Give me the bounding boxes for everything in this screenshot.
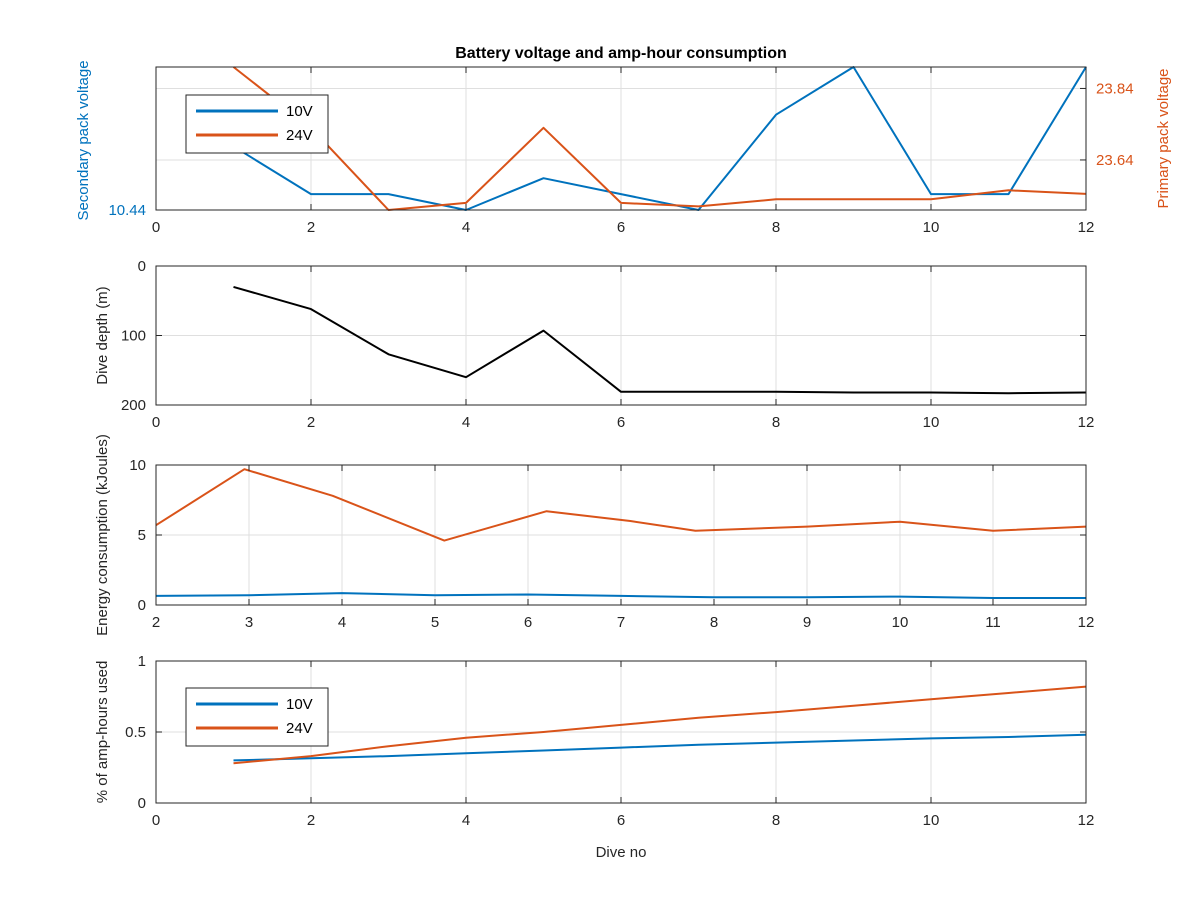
x-tick-label: 2 <box>152 614 160 631</box>
x-tick-label: 12 <box>1078 219 1095 236</box>
x-tick-label: 12 <box>1078 812 1095 829</box>
y-tick-label: 200 <box>121 397 146 414</box>
series-line-series-0 <box>233 285 1087 395</box>
x-tick-label: 2 <box>307 219 315 236</box>
x-tick-label: 0 <box>152 219 160 236</box>
x-tick-label: 12 <box>1078 614 1095 631</box>
y-tick-label: 10.44 <box>108 202 146 219</box>
x-tick-label: 8 <box>772 812 780 829</box>
y-axis-label-right: Primary pack voltage <box>1155 68 1172 208</box>
x-tick-label: 4 <box>462 812 470 829</box>
y-axis-label: % of amp-hours used <box>94 661 111 804</box>
x-tick-label: 8 <box>772 219 780 236</box>
x-tick-label: 12 <box>1078 414 1095 431</box>
x-tick-label: 2 <box>307 414 315 431</box>
x-tick-label: 11 <box>985 614 1001 631</box>
x-tick-label: 6 <box>617 219 625 236</box>
y-axis-label-left: Secondary pack voltage <box>75 60 92 220</box>
y-tick-label: 10 <box>129 457 146 474</box>
y-tick-label: 0 <box>138 597 146 614</box>
x-tick-label: 6 <box>524 614 532 631</box>
legend-box <box>185 94 329 154</box>
x-tick-label: 10 <box>923 219 940 236</box>
y-tick-label: 0 <box>138 258 146 275</box>
amp-hours-panel: 0 2 4 6 8 10 12 0 0.5 1 % of amp-hours used 10V 24V <box>94 653 1094 829</box>
x-tick-label: 3 <box>245 614 253 631</box>
legend-label-10v: 10V <box>286 103 313 120</box>
y-right-tick-label: 23.84 <box>1096 80 1134 97</box>
y-tick-label: 5 <box>138 527 146 544</box>
y-tick-label: 0 <box>138 795 146 812</box>
x-tick-label: 10 <box>923 812 940 829</box>
x-tick-label: 4 <box>462 219 470 236</box>
legend-box <box>185 687 329 747</box>
energy-panel: 2 3 4 5 6 7 8 9 10 11 12 0 5 10 Energy consumption (kJ… <box>94 434 1094 636</box>
x-tick-label: 7 <box>617 614 625 631</box>
x-tick-label: 5 <box>431 614 439 631</box>
x-tick-label: 2 <box>307 812 315 829</box>
x-tick-label: 10 <box>892 614 909 631</box>
series-line-10v <box>233 733 1087 762</box>
voltage-panel: 0 2 4 6 8 10 12 10.44 23.64 23.84 Secondary pack v… <box>75 60 1172 236</box>
series-line-series-0 <box>155 468 1087 542</box>
legend-label-24v: 24V <box>286 127 313 144</box>
y-axis-label: Dive depth (m) <box>94 286 111 384</box>
x-tick-label: 6 <box>617 414 625 431</box>
x-tick-label: 4 <box>462 414 470 431</box>
x-tick-label: 8 <box>710 614 718 631</box>
x-tick-label: 10 <box>923 414 940 431</box>
x-tick-label: 9 <box>803 614 811 631</box>
series-line-24v <box>233 685 1087 765</box>
y-tick-label: 100 <box>121 328 146 345</box>
y-tick-label: 0.5 <box>125 724 146 741</box>
depth-panel: 0 2 4 6 8 10 12 0 100 200 Dive depth (m) <box>94 258 1094 431</box>
y-right-tick-label: 23.64 <box>1096 152 1134 169</box>
legend-label-24v: 24V <box>286 720 313 737</box>
x-tick-label: 0 <box>152 414 160 431</box>
x-axis-label: Dive no <box>596 844 647 861</box>
x-tick-label: 0 <box>152 812 160 829</box>
legend-label-10v: 10V <box>286 696 313 713</box>
x-tick-label: 4 <box>338 614 346 631</box>
y-axis-label: Energy consumption (kJoules) <box>94 434 111 636</box>
x-tick-label: 8 <box>772 414 780 431</box>
series-line-24v <box>232 66 1087 211</box>
y-tick-label: 1 <box>138 653 146 670</box>
series-line-10v <box>232 66 1087 211</box>
series-line-series-1 <box>155 592 1086 599</box>
x-tick-label: 6 <box>617 812 625 829</box>
figure-title: Battery voltage and amp-hour consumption <box>455 45 787 62</box>
